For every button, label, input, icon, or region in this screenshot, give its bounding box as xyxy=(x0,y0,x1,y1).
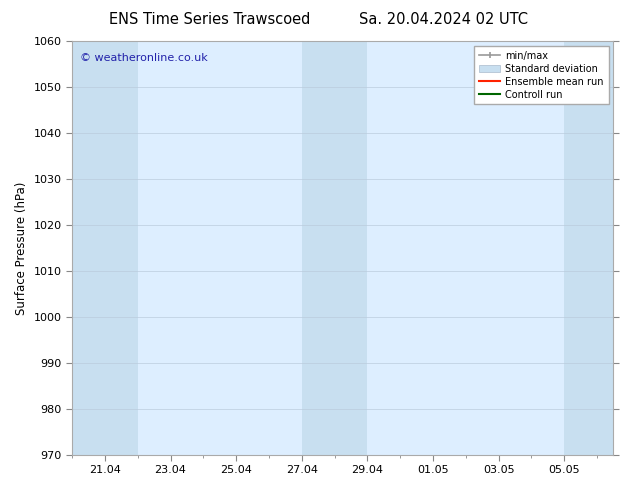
Bar xyxy=(72,41,138,455)
Text: © weatheronline.co.uk: © weatheronline.co.uk xyxy=(81,53,208,64)
Text: ENS Time Series Trawscoed: ENS Time Series Trawscoed xyxy=(108,12,310,27)
Bar xyxy=(564,41,614,455)
Y-axis label: Surface Pressure (hPa): Surface Pressure (hPa) xyxy=(15,181,28,315)
Text: Sa. 20.04.2024 02 UTC: Sa. 20.04.2024 02 UTC xyxy=(359,12,528,27)
Bar xyxy=(302,41,367,455)
Legend: min/max, Standard deviation, Ensemble mean run, Controll run: min/max, Standard deviation, Ensemble me… xyxy=(474,46,609,104)
